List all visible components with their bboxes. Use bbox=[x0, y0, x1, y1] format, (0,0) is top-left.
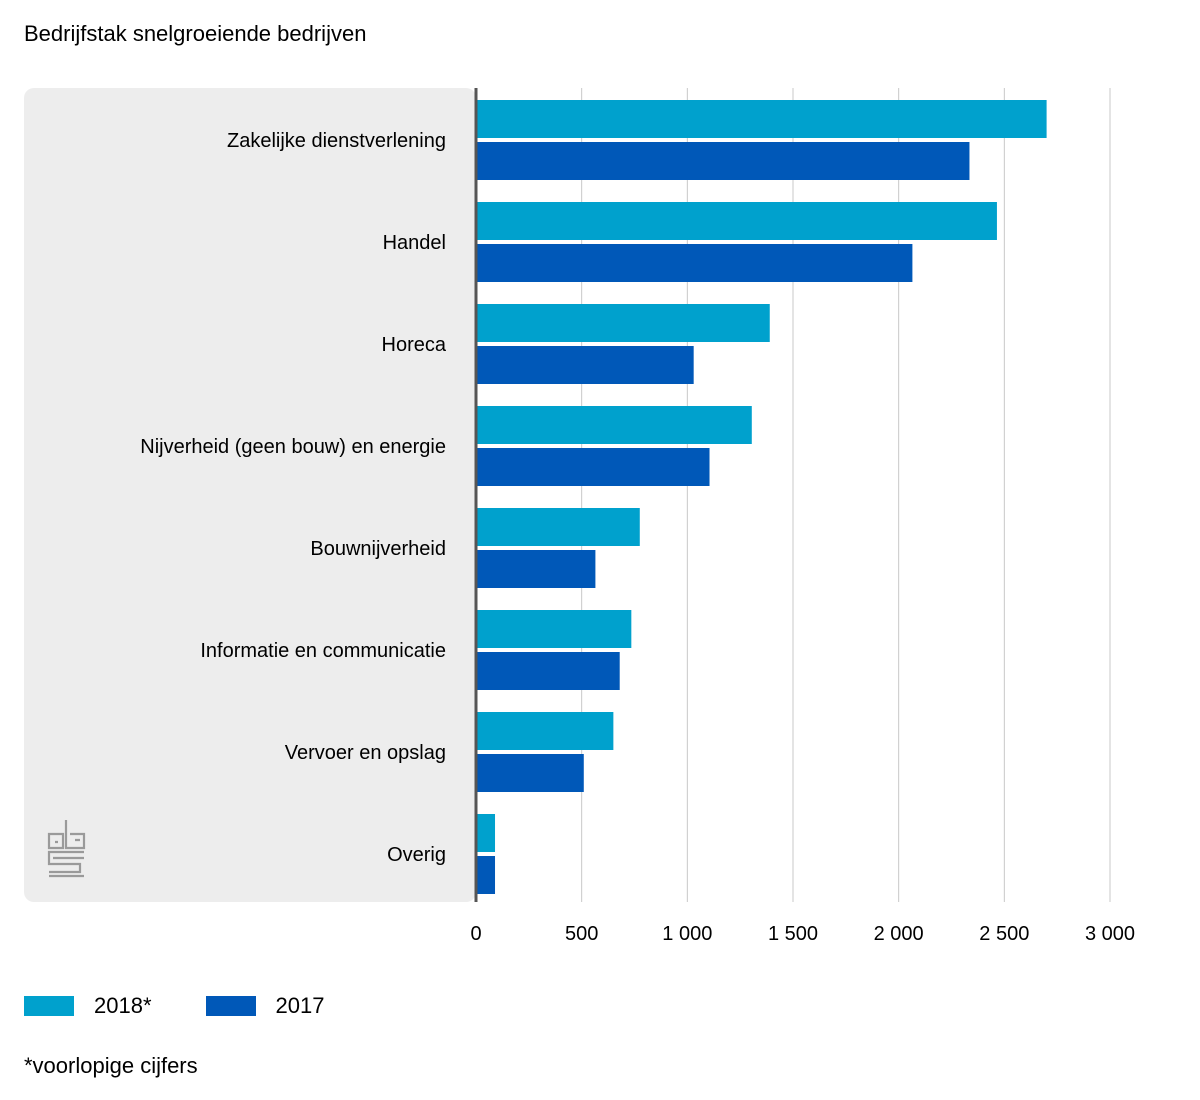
bar-2017-handel bbox=[476, 244, 913, 282]
x-tick-label-2-000: 2 000 bbox=[874, 923, 924, 945]
category-label-nijverheid-geen-bouw-en-energie: Nijverheid (geen bouw) en energie bbox=[140, 436, 446, 458]
legend-swatch-2018 bbox=[24, 996, 74, 1016]
cbs-logo-icon bbox=[47, 820, 86, 878]
category-label-panel bbox=[24, 88, 476, 902]
bar-2017-overig bbox=[476, 856, 496, 894]
legend-label-2017: 2017 bbox=[275, 993, 325, 1018]
category-label-handel: Handel bbox=[383, 232, 446, 254]
bar-2018-horeca bbox=[476, 304, 770, 342]
bar-2018-handel bbox=[476, 202, 997, 240]
bar-2017-vervoer-en-opslag bbox=[476, 754, 584, 792]
bar-2018-overig bbox=[476, 814, 496, 852]
legend: 2018* 2017 bbox=[24, 992, 378, 1020]
bar-2017-horeca bbox=[476, 346, 694, 384]
category-label-informatie-en-communicatie: Informatie en communicatie bbox=[200, 640, 446, 662]
category-label-bouwnijverheid: Bouwnijverheid bbox=[310, 538, 446, 560]
x-tick-label-1-000: 1 000 bbox=[662, 923, 712, 945]
legend-item-2018: 2018* bbox=[24, 992, 152, 1020]
category-labels: Zakelijke dienstverlening Handel Horeca Nij… bbox=[140, 130, 447, 866]
bar-2018-vervoer-en-opslag bbox=[476, 712, 614, 750]
bar-2017-informatie-en-communicatie bbox=[476, 652, 620, 690]
legend-swatch-2017 bbox=[205, 996, 256, 1016]
chart-title: Bedrijfstak snelgroeiende bedrijven bbox=[24, 21, 367, 46]
bar-2018-bouwnijverheid bbox=[476, 508, 640, 546]
bar-2018-informatie-en-communicatie bbox=[476, 610, 632, 648]
footnote: *voorlopige cijfers bbox=[24, 1053, 198, 1078]
category-label-horeca: Horeca bbox=[382, 334, 447, 356]
x-tick-label-2-500: 2 500 bbox=[979, 923, 1029, 945]
bar-2018-zakelijke-dienstverlening bbox=[476, 100, 1047, 138]
x-tick-label-0: 0 bbox=[470, 923, 481, 945]
bars bbox=[476, 100, 1047, 894]
category-label-zakelijke-dienstverlening: Zakelijke dienstverlening bbox=[227, 130, 446, 152]
category-label-overig: Overig bbox=[387, 844, 446, 866]
bar-2017-bouwnijverheid bbox=[476, 550, 596, 588]
legend-item-2017: 2017 bbox=[205, 992, 325, 1020]
bar-2017-nijverheid-geen-bouw-en-energie bbox=[476, 448, 710, 486]
x-tick-labels: 0 500 1 000 1 500 2 000 2 500 3 000 bbox=[470, 923, 1135, 945]
legend-label-2018: 2018* bbox=[94, 993, 152, 1018]
bar-chart: Zakelijke dienstverlening Handel Horeca Nij… bbox=[24, 88, 1135, 945]
x-tick-label-3-000: 3 000 bbox=[1085, 923, 1135, 945]
bar-2018-nijverheid-geen-bouw-en-energie bbox=[476, 406, 752, 444]
bar-2017-zakelijke-dienstverlening bbox=[476, 142, 970, 180]
category-label-vervoer-en-opslag: Vervoer en opslag bbox=[285, 742, 446, 764]
x-tick-label-1-500: 1 500 bbox=[768, 923, 818, 945]
x-tick-label-500: 500 bbox=[565, 923, 598, 945]
